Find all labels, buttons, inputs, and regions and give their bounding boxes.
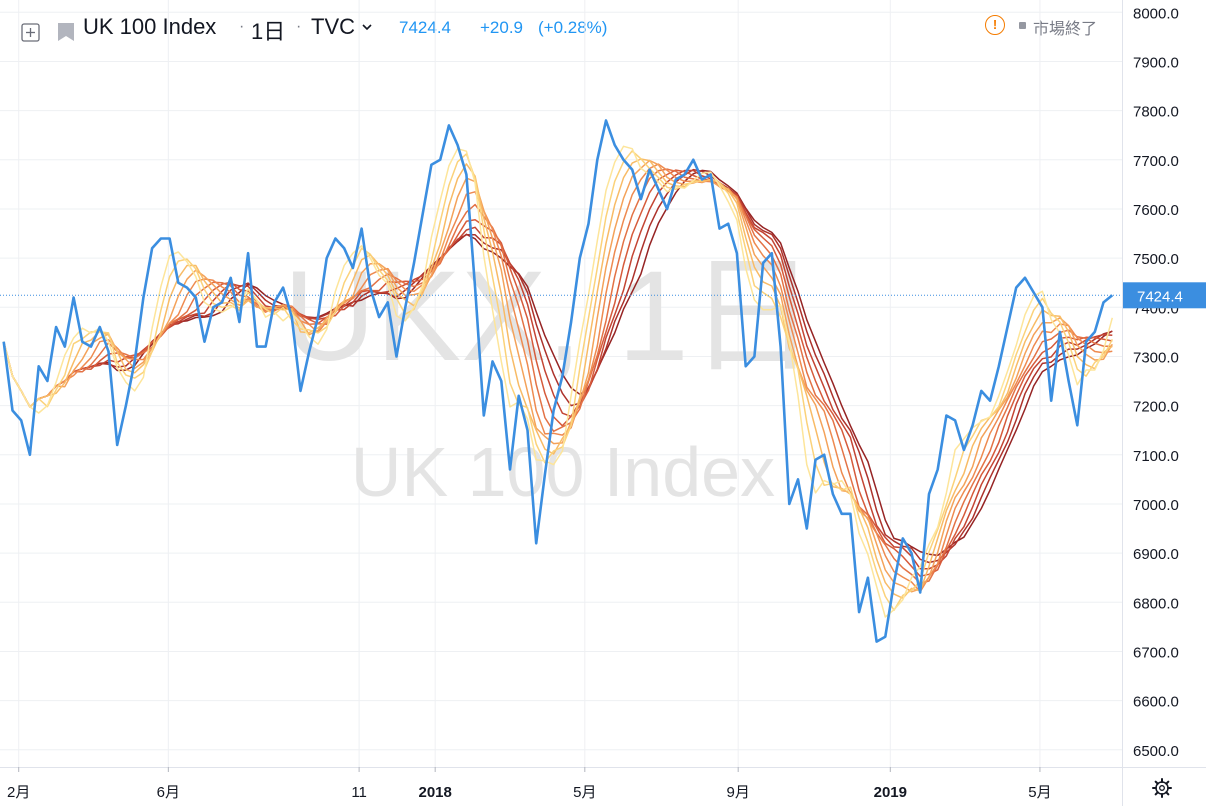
- y-tick-label: 6900.0: [1133, 546, 1179, 563]
- exclamation-circle-icon[interactable]: !: [985, 15, 1005, 35]
- interval-label[interactable]: 1日: [251, 19, 286, 44]
- y-tick-label: 7500.0: [1133, 251, 1179, 268]
- y-tick-label: 7600.0: [1133, 202, 1179, 219]
- y-tick-label: 7900.0: [1133, 54, 1179, 71]
- gear-tooth: [1165, 780, 1170, 785]
- x-tick-label: 2月: [7, 784, 30, 801]
- exchange-label[interactable]: TVC: [311, 14, 355, 39]
- y-tick-label: 6500.0: [1133, 743, 1179, 760]
- price-change: +20.9: [480, 18, 524, 37]
- gear-tooth: [1165, 791, 1170, 796]
- watermark: UKX, 1日 UK 100 Index: [283, 245, 817, 511]
- y-tick-label: 6600.0: [1133, 694, 1179, 711]
- price-change-percent: (+0.28%): [538, 18, 608, 37]
- flag-icon: [58, 23, 74, 41]
- price-line: [2, 119, 1114, 643]
- plot-area: [0, 119, 1122, 643]
- x-tick-label: 2019: [874, 784, 907, 801]
- x-tick-label: 5月: [573, 784, 596, 801]
- gear-tooth: [1154, 791, 1159, 796]
- separator-dot: ·: [296, 18, 302, 35]
- y-tick-label: 6700.0: [1133, 644, 1179, 661]
- symbol-title[interactable]: UK 100 Index: [83, 14, 217, 39]
- x-tick-label: 5月: [1028, 784, 1051, 801]
- plus-square-icon[interactable]: [21, 23, 41, 43]
- y-tick-label: 7800.0: [1133, 104, 1179, 121]
- ma-line: [2, 168, 1113, 584]
- gear-icon[interactable]: [1152, 778, 1172, 798]
- y-tick-label: 7000.0: [1133, 497, 1179, 514]
- separator-dot: ·: [239, 18, 245, 35]
- ma-line: [2, 159, 1113, 593]
- market-status-dot: [1019, 22, 1026, 29]
- ma-line: [2, 169, 1113, 557]
- y-tick-label: 6800.0: [1133, 595, 1179, 612]
- x-tick-label: 9月: [727, 784, 750, 801]
- last-price-tag: [1123, 282, 1206, 309]
- y-tick-label: 7300.0: [1133, 349, 1179, 366]
- ma-line: [2, 145, 1114, 618]
- x-tick-label: 2018: [418, 784, 451, 801]
- chevron-down-icon[interactable]: [361, 22, 373, 32]
- last-price: 7424.4: [399, 18, 451, 37]
- last-price-tag-label: 7424.4: [1137, 288, 1183, 305]
- y-tick-label: 7700.0: [1133, 153, 1179, 170]
- y-tick-label: 7100.0: [1133, 448, 1179, 465]
- ma-line: [2, 169, 1113, 577]
- market-status: 市場終了: [1033, 21, 1098, 38]
- ma-line: [2, 150, 1113, 611]
- y-tick-label: 7200.0: [1133, 399, 1179, 416]
- ma-line: [2, 168, 1113, 564]
- gear-tooth: [1154, 780, 1159, 785]
- chart-header-toolbar: UK 100 Index · 1日 · TVC 7424.4 +20.9 (+0…: [0, 0, 1120, 56]
- y-tick-label: 8000.0: [1133, 5, 1179, 22]
- x-tick-label: 11: [351, 784, 367, 801]
- x-tick-label: 6月: [157, 784, 180, 801]
